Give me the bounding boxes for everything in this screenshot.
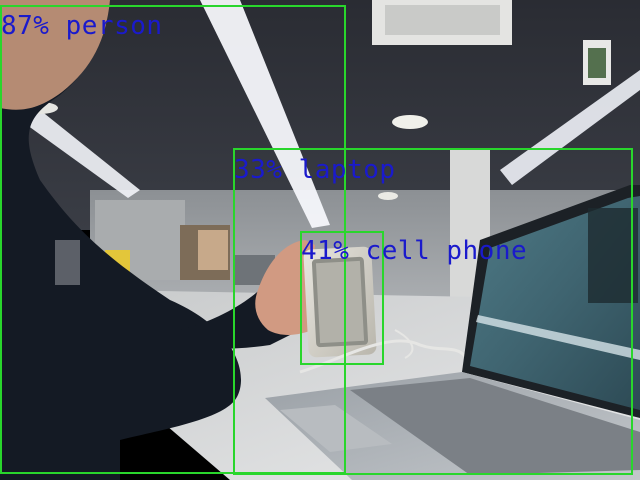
laptop-detection-box: [233, 148, 633, 475]
laptop-detection-label: 33% laptop: [234, 155, 396, 185]
cell-phone-detection-label: 41% cell phone: [301, 236, 528, 266]
cell-phone-detection-box: [300, 231, 384, 365]
person-detection-box: [0, 5, 346, 474]
person-detection-label: 87% person: [1, 11, 163, 41]
